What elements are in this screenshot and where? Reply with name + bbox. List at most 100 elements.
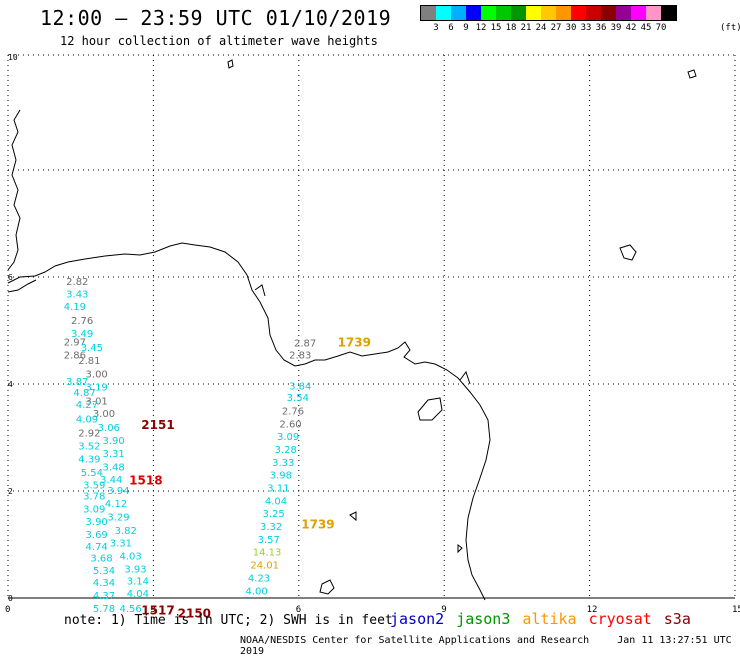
wave-height-value: 4.23 — [248, 573, 270, 584]
legend-value: 21 — [520, 23, 532, 33]
legend-value: 30 — [565, 23, 577, 33]
wave-height-value: 3.25 — [262, 509, 284, 520]
legend-swatch — [511, 6, 526, 20]
wave-height-value: 3.43 — [66, 289, 88, 300]
legend-swatch — [496, 6, 511, 20]
wave-height-value: 3.01 — [86, 396, 108, 407]
y-tick-label: 6 — [8, 273, 13, 282]
chart-subtitle: 12 hour collection of altimeter wave hei… — [60, 34, 378, 48]
legend-swatch — [646, 6, 661, 20]
wave-height-value: 4.04 — [265, 496, 287, 507]
wave-height-value: 3.11 — [267, 484, 289, 495]
legend-swatch — [421, 6, 436, 20]
pass-time-label: 2150 — [178, 606, 211, 620]
legend-swatch — [466, 6, 481, 20]
wave-height-value: 3.59 — [83, 480, 105, 491]
island-northeast — [687, 69, 697, 79]
wave-height-value: 3.09 — [83, 504, 105, 515]
wave-height-value: 24.01 — [250, 561, 279, 572]
pass-time-labels: 2151 1518 1517 2150 1739 1739 — [129, 336, 371, 621]
islet-2 — [457, 544, 463, 554]
legend-value: 6 — [448, 23, 454, 33]
legend-unit: (ft) — [720, 23, 740, 33]
wave-height-value: 3.93 — [124, 564, 146, 575]
legend-swatches — [420, 5, 677, 21]
wave-height-value: 3.44 — [100, 475, 122, 486]
wave-height-value: 3.28 — [275, 445, 297, 456]
wave-height-value: 3.68 — [90, 554, 112, 565]
inlet-1 — [254, 284, 266, 297]
legend-swatch — [556, 6, 571, 20]
inlet-2 — [459, 370, 471, 385]
island-east — [619, 244, 637, 261]
wave-height-value: 2.81 — [78, 356, 100, 367]
wave-height-value: 5.78 — [93, 604, 115, 615]
legend-value: 12 — [475, 23, 487, 33]
wave-height-value: 4.19 — [64, 302, 86, 313]
wave-height-value: 2.92 — [78, 428, 100, 439]
wave-height-value: 3.33 — [272, 458, 294, 469]
wave-height-value: 4.39 — [78, 455, 100, 466]
legend-value: 70 — [655, 23, 667, 33]
legend-value: 42 — [625, 23, 637, 33]
legend-swatch — [541, 6, 556, 20]
x-tick-label: 6 — [296, 605, 301, 615]
wave-height-value: 2.87 — [294, 339, 316, 350]
satellite-s3a: s3a — [663, 610, 691, 628]
legend-swatch — [661, 6, 676, 20]
island-north — [227, 59, 234, 69]
legend-swatch — [631, 6, 646, 20]
wave-height-value: 3.52 — [78, 441, 100, 452]
legend-swatch — [571, 6, 586, 20]
legend-swatch — [601, 6, 616, 20]
credit-line: NOAA/NESDIS Center for Satellite Applica… — [240, 635, 740, 657]
wave-height-value: 3.69 — [86, 530, 108, 541]
pass-time-label: 2151 — [141, 418, 174, 432]
pass-time-label: 1739 — [338, 336, 371, 350]
wave-height-value: 2.86 — [64, 350, 86, 361]
coastline — [7, 59, 697, 601]
wave-height-value: 4.09 — [76, 415, 98, 426]
wave-height-value: 5.34 — [93, 566, 115, 577]
legend-swatch — [616, 6, 631, 20]
wave-height-value: 2.60 — [279, 419, 301, 430]
satellite-altika: altika — [522, 610, 577, 628]
legend-value: 36 — [595, 23, 607, 33]
islet-1 — [349, 511, 357, 522]
wave-height-value: 3.90 — [86, 517, 108, 528]
coastline-main — [7, 242, 491, 601]
wave-height-value: 5.54 — [81, 468, 103, 479]
wave-height-value: 3.29 — [107, 512, 129, 523]
y-tick-label: 10 — [8, 53, 18, 62]
wave-height-value: 4.87 — [73, 388, 95, 399]
coastline-inlet — [7, 279, 37, 293]
wave-height-value: 3.49 — [71, 329, 93, 340]
wave-height-value: 4.27 — [76, 400, 98, 411]
legend-value: 33 — [580, 23, 592, 33]
x-tick-label: 3 — [150, 605, 155, 615]
wave-height-value: 2.83 — [289, 350, 311, 361]
wave-height-value: 3.82 — [115, 526, 137, 537]
wave-height-value: 3.45 — [81, 343, 103, 354]
satellite-jason3: jason3 — [456, 610, 511, 628]
wave-height-value: 3.78 — [83, 492, 105, 503]
y-tick-label: 2 — [8, 487, 13, 496]
wave-height-value: 14.13 — [253, 548, 282, 559]
legend-swatch — [586, 6, 601, 20]
wave-height-value: 3.31 — [110, 539, 132, 550]
wave-height-value: 3.48 — [103, 463, 125, 474]
legend-value: 27 — [550, 23, 562, 33]
legend-value: 45 — [640, 23, 652, 33]
wave-height-value: 3.57 — [258, 535, 280, 546]
wave-height-value: 4.74 — [86, 542, 108, 553]
x-tick-label: 12 — [587, 605, 598, 615]
wave-height-value: 2.82 — [66, 277, 88, 288]
wave-height-value: 4.34 — [93, 578, 115, 589]
chart-title: 12:00 – 23:59 UTC 01/10/2019 — [40, 6, 392, 30]
wave-height-value: 3.00 — [86, 370, 108, 381]
legend-value: 9 — [463, 23, 469, 33]
wave-height-value: 3.00 — [93, 409, 115, 420]
wave-height-value: 2.76 — [71, 316, 93, 327]
legend-value: 24 — [535, 23, 547, 33]
